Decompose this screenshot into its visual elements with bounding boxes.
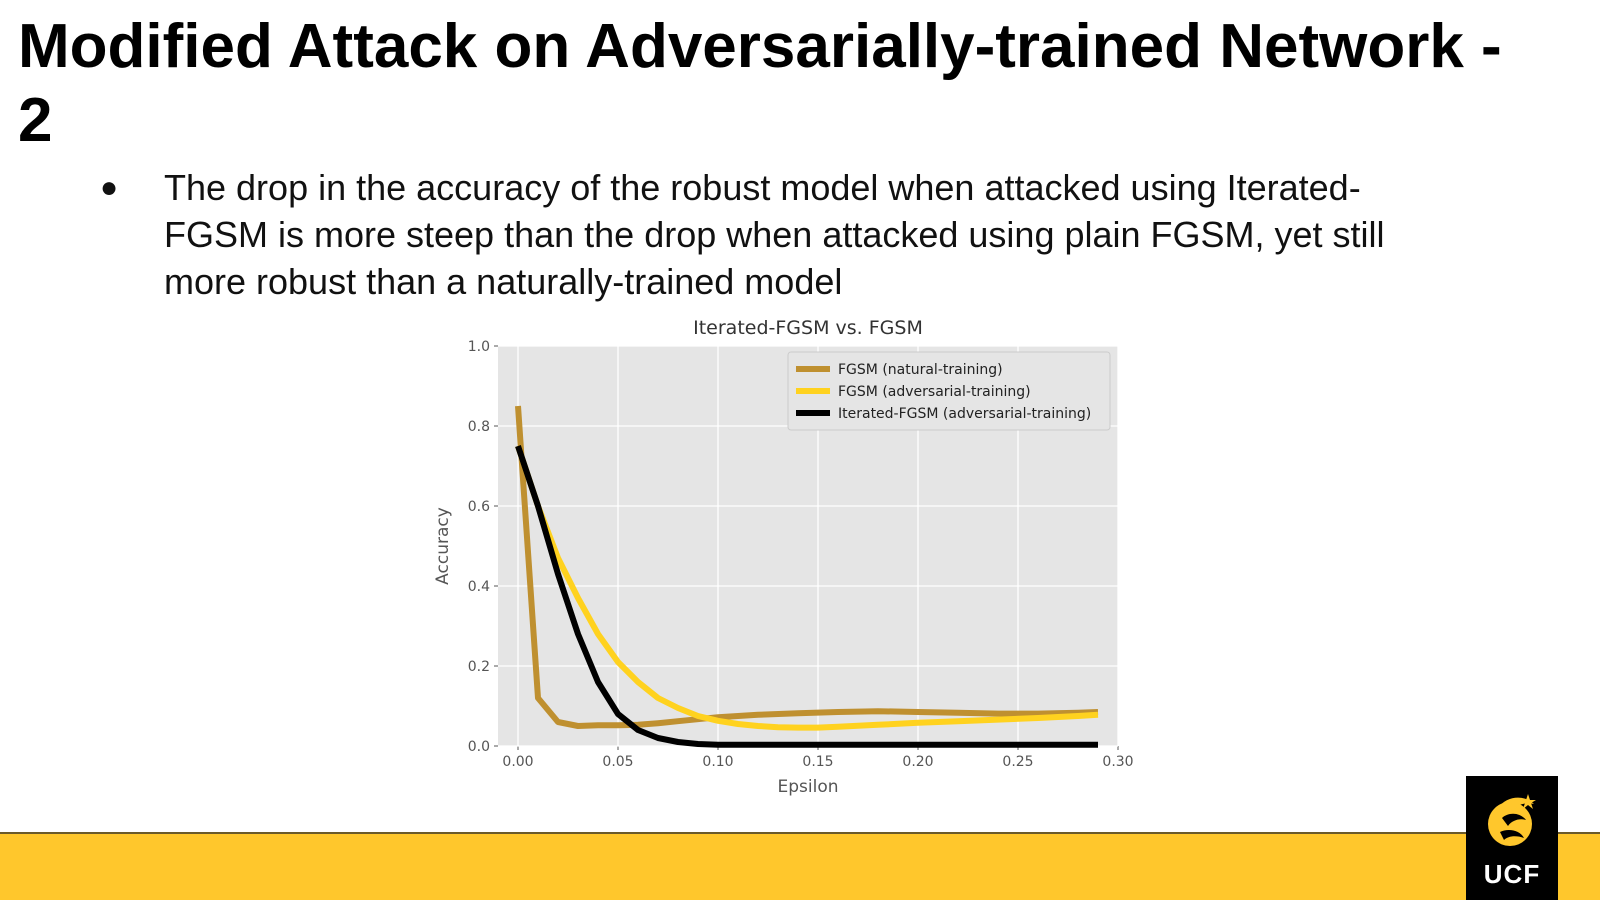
chart-svg: 0.00 0.05 0.10 0.15 0.20 0.25 0.30 0.0 0.2 0.4 0.6… xyxy=(433,317,1134,797)
x-axis-label: Epsilon xyxy=(777,777,838,797)
bullet-dot-icon: ● xyxy=(100,171,119,204)
x-tick-label: 0.00 xyxy=(502,754,533,770)
y-tick-label: 0.6 xyxy=(468,499,490,515)
y-tick-label: 0.0 xyxy=(468,739,490,755)
chart-title: Iterated-FGSM vs. FGSM xyxy=(693,317,923,339)
x-tick-label: 0.05 xyxy=(602,754,633,770)
legend-label: FGSM (adversarial-training) xyxy=(838,384,1031,400)
footer-bar xyxy=(0,832,1600,900)
slide-title: Modified Attack on Adversarially-trained… xyxy=(18,12,1502,155)
x-tick-label: 0.25 xyxy=(1002,754,1033,770)
legend-box xyxy=(787,351,1111,431)
y-tick-label: 0.4 xyxy=(468,579,490,595)
y-tick-label: 0.2 xyxy=(468,659,490,675)
ucf-logo-text: UCF xyxy=(1483,859,1541,889)
x-tick-label: 0.30 xyxy=(1102,754,1133,770)
y-tick-label: 0.8 xyxy=(468,419,490,435)
y-tick-label: 1.0 xyxy=(468,339,490,355)
series-line xyxy=(515,445,1098,748)
bullet-list: ● The drop in the accuracy of the robust… xyxy=(100,164,1440,305)
chart: 0.00 0.05 0.10 0.15 0.20 0.25 0.30 0.0 0.2 0.4 0.6… xyxy=(430,312,1150,817)
legend-label: FGSM (natural-training) xyxy=(838,362,1003,378)
series-line xyxy=(515,445,1099,731)
legend-label: Iterated-FGSM (adversarial-training) xyxy=(838,406,1091,422)
x-tick-label: 0.10 xyxy=(702,754,733,770)
pegasus-logo-icon xyxy=(1488,794,1536,846)
series-line xyxy=(515,405,1099,729)
x-tick-label: 0.15 xyxy=(802,754,833,770)
ucf-logo: UCF xyxy=(1466,776,1558,900)
y-axis-label: Accuracy xyxy=(433,507,453,585)
bullet-text: The drop in the accuracy of the robust m… xyxy=(164,167,1385,302)
bullet-item: ● The drop in the accuracy of the robust… xyxy=(100,164,1440,305)
x-tick-label: 0.20 xyxy=(902,754,933,770)
